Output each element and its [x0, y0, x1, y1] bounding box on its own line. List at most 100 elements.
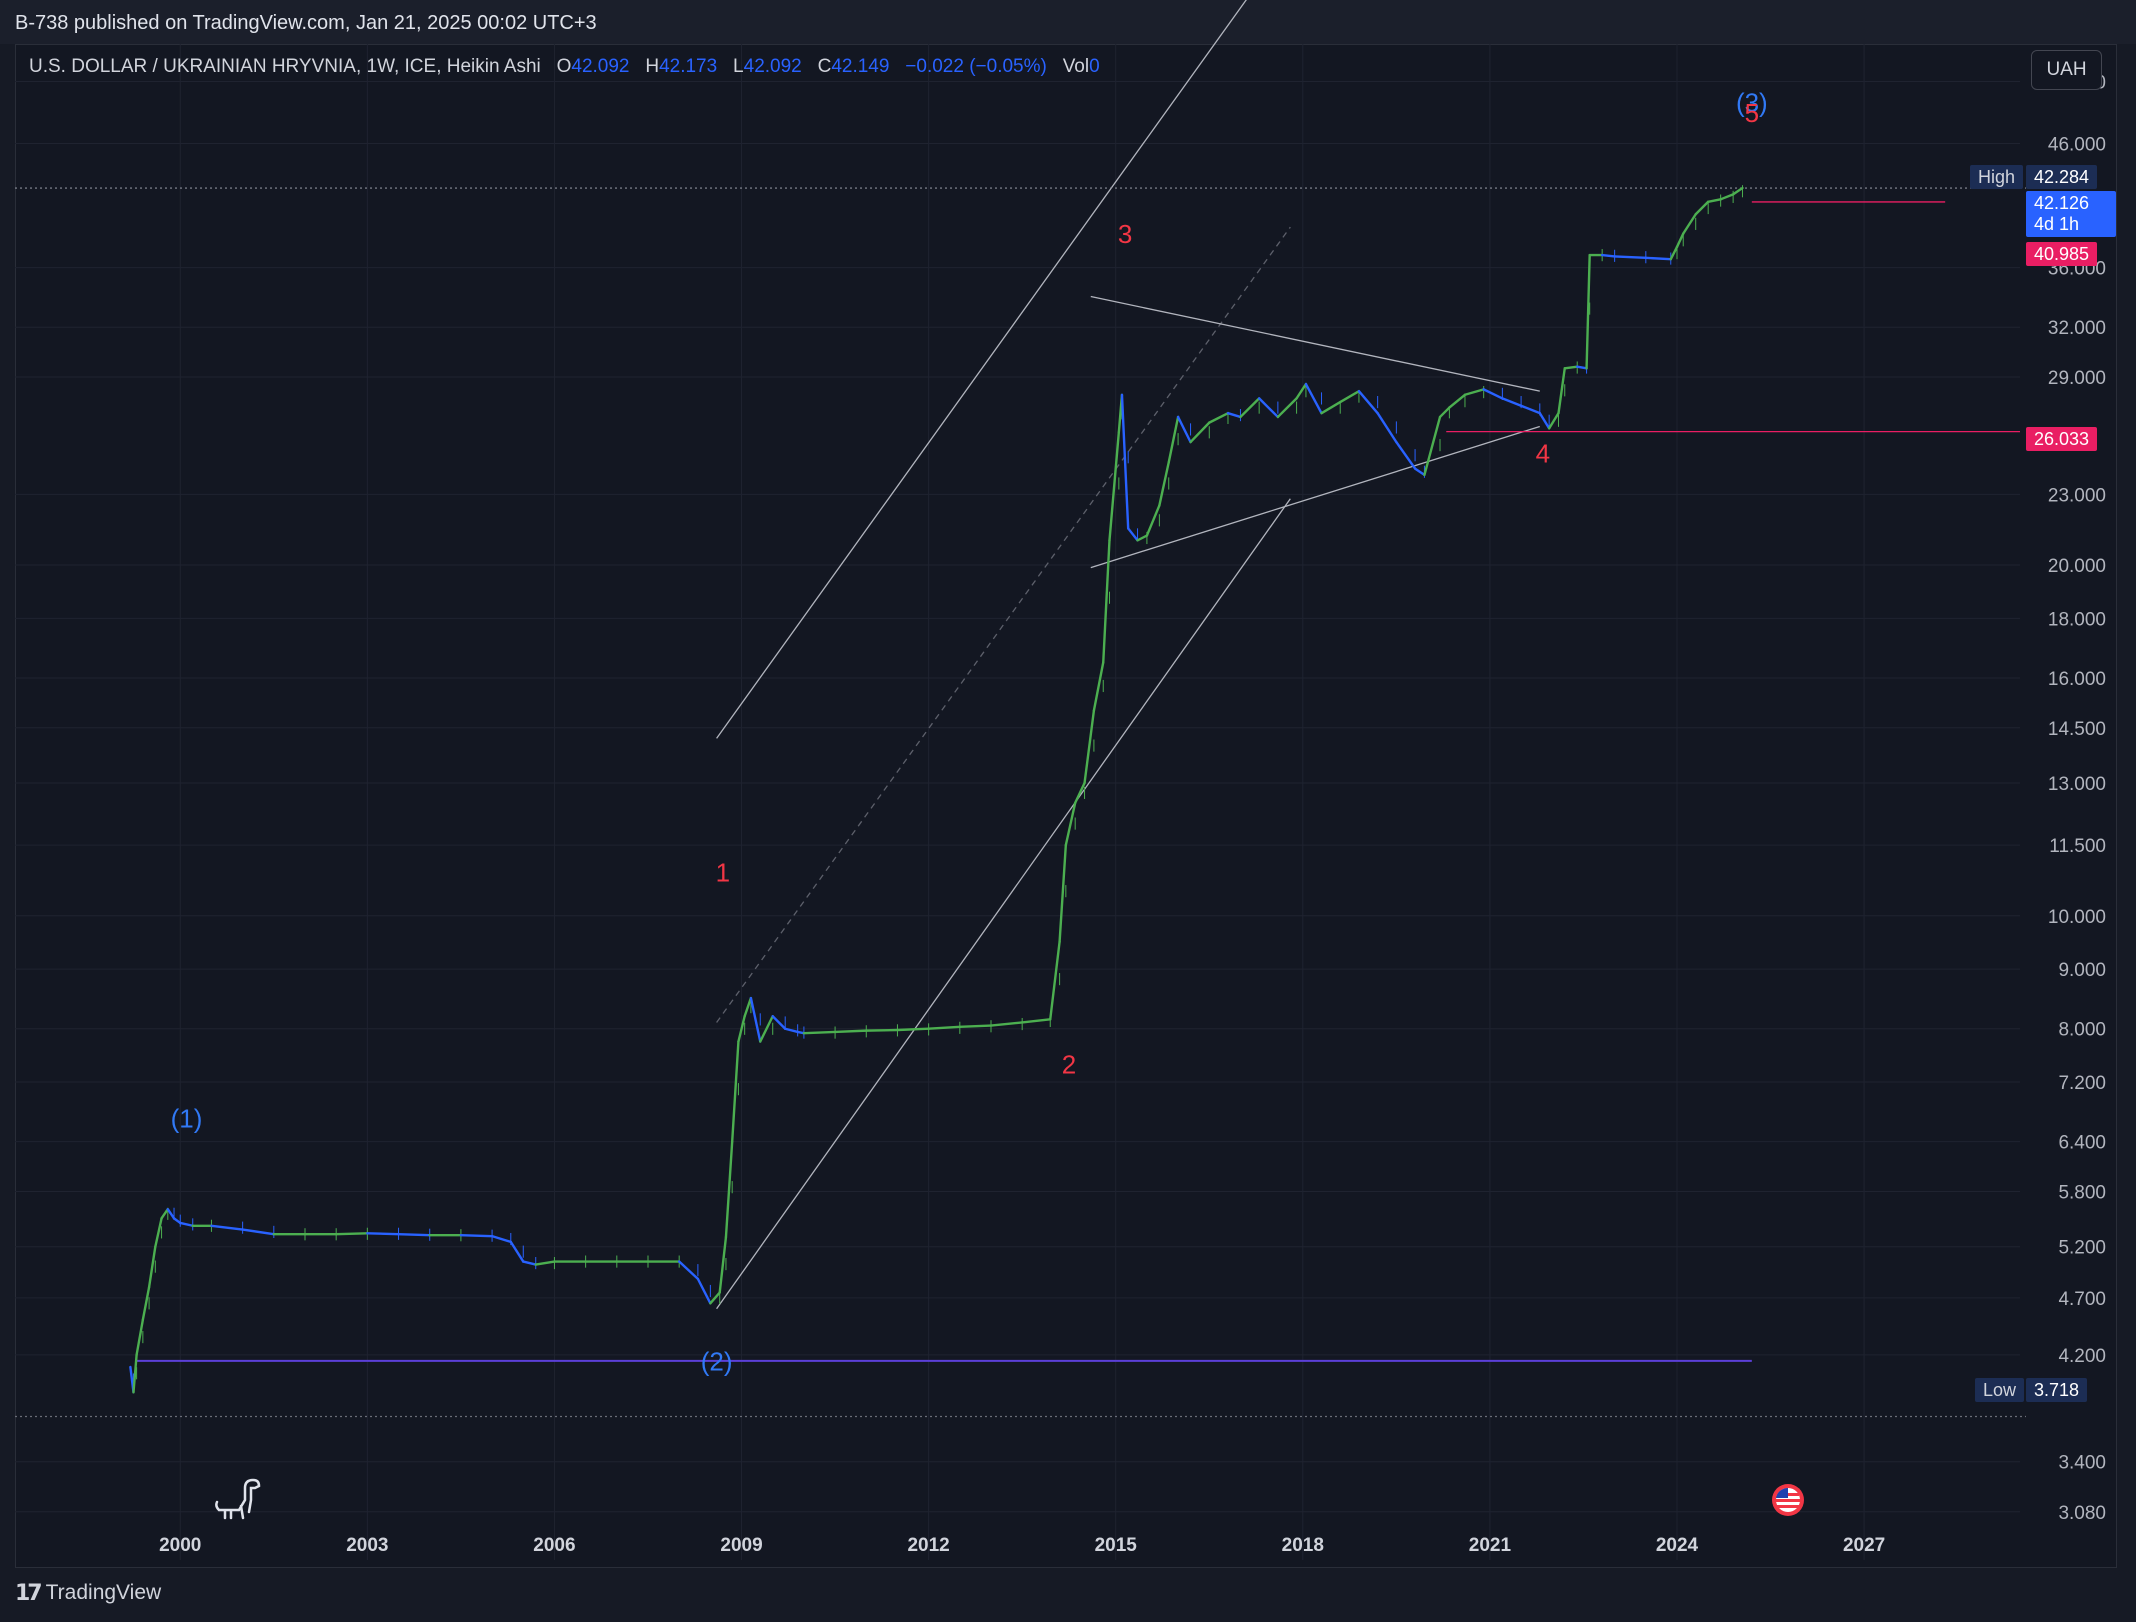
y-tick-label: 32.000 — [2048, 318, 2106, 339]
y-tick-label: 5.800 — [2058, 1182, 2106, 1203]
price-segment — [1644, 256, 1672, 261]
high-label-tag: High — [1970, 165, 2024, 189]
price-segment — [1092, 661, 1105, 712]
price-segment — [724, 1140, 734, 1239]
price-segment — [718, 1235, 728, 1294]
price-segment — [166, 1208, 176, 1220]
wave-label: (2) — [701, 1347, 733, 1377]
x-tick-label: 2018 — [1282, 1535, 1324, 1556]
price-segment — [509, 1240, 525, 1263]
price-segment — [696, 1277, 712, 1305]
high-value-tag: 42.284 — [2026, 165, 2098, 189]
y-tick-label: 5.200 — [2058, 1238, 2106, 1259]
level-tag-upper: 40.985 — [2026, 242, 2098, 266]
price-segment — [490, 1234, 512, 1244]
price-segment — [1226, 411, 1242, 419]
footer-brand: TradingView — [45, 1581, 162, 1604]
tradingview-logo-icon: 𝟭𝟳 — [15, 1580, 43, 1605]
price-segment — [1102, 539, 1111, 664]
price-segment — [1189, 421, 1211, 444]
price-segment — [1208, 411, 1230, 424]
price-segment — [1158, 461, 1170, 507]
y-tick-label: 46.000 — [2048, 135, 2106, 156]
publisher-credit: B-738 published on TradingView.com, Jan … — [15, 12, 597, 34]
price-segment — [1320, 400, 1342, 415]
close-value: 42.149 — [831, 56, 890, 77]
price-segment — [1576, 365, 1588, 370]
x-tick-label: 2012 — [907, 1535, 949, 1556]
price-segment — [522, 1260, 537, 1266]
trendline-triangle-top — [1090, 295, 1540, 392]
publish-bar: B-738 published on TradingView.com, Jan … — [0, 0, 2136, 44]
y-tick-label: 8.000 — [2058, 1020, 2106, 1041]
y-tick-label: 7.200 — [2058, 1073, 2106, 1094]
price-segment — [802, 1030, 837, 1035]
price-segment — [1339, 389, 1361, 404]
wave-label: (1) — [171, 1104, 203, 1134]
price-axis: 52.00046.00036.00032.00029.00023.00020.0… — [2048, 73, 2106, 1524]
y-tick-label: 6.400 — [2058, 1133, 2106, 1154]
price-segment — [1064, 801, 1077, 847]
y-tick-label: 18.000 — [2048, 609, 2106, 630]
y-tick-label: 3.400 — [2058, 1453, 2106, 1474]
open-value: 42.092 — [571, 56, 630, 77]
x-tick-label: 2003 — [346, 1535, 388, 1556]
price-segment — [172, 1217, 182, 1225]
change-value: −0.022 (−0.05%) — [905, 56, 1047, 77]
wave-label: 2 — [1062, 1050, 1076, 1080]
wave-label: 4 — [1536, 438, 1550, 468]
price-segment — [1126, 527, 1139, 542]
currency-button[interactable]: UAH — [2031, 50, 2102, 90]
price-segment — [160, 1208, 169, 1220]
level-tag-lower: 26.033 — [2026, 427, 2098, 451]
price-segment — [1563, 365, 1579, 370]
x-tick-label: 2024 — [1656, 1535, 1699, 1556]
grid — [15, 44, 2020, 1560]
price-segment — [1585, 253, 1591, 370]
y-tick-label: 23.000 — [2048, 485, 2106, 506]
price-segment — [1613, 255, 1648, 260]
price-segment — [989, 1021, 1024, 1027]
low-value-tag: 3.718 — [2026, 1378, 2088, 1402]
last-price-tag: 42.126 4d 1h — [2026, 191, 2116, 237]
y-tick-label: 29.000 — [2048, 368, 2106, 389]
price-segment — [334, 1232, 369, 1236]
price-segment — [1108, 431, 1121, 542]
price-segment — [1706, 198, 1722, 203]
price-segment — [210, 1224, 244, 1231]
price-segment — [241, 1228, 276, 1236]
price-segment — [1463, 388, 1485, 396]
tradingview-footer[interactable]: 𝟭𝟳 TradingView — [15, 1580, 161, 1606]
wave-label: (3) — [1736, 88, 1768, 118]
price-segment — [1257, 397, 1280, 419]
price-segment — [865, 1028, 899, 1032]
low-label-tag: Low — [1975, 1378, 2025, 1402]
time-axis: 2000 2003 2006 2009 2012 2015 2018 2021 2024 2027 — [159, 1535, 1885, 1556]
trendline-channel-lower — [716, 498, 1291, 1310]
price-segment — [132, 1353, 138, 1394]
x-tick-label: 2021 — [1469, 1535, 1512, 1556]
price-segment — [397, 1233, 431, 1237]
price-segment — [1423, 415, 1442, 477]
y-tick-label: 14.500 — [2048, 719, 2106, 740]
trendline-channel-upper — [716, 0, 1247, 739]
price-segment — [1083, 709, 1096, 785]
price-segment — [896, 1027, 930, 1032]
price-segment — [1675, 232, 1685, 249]
price-series — [129, 185, 1744, 1394]
y-tick-label: 10.000 — [2048, 907, 2106, 928]
price-segment — [1357, 389, 1379, 415]
price-segment — [759, 1015, 774, 1043]
x-tick-label: 2000 — [159, 1535, 201, 1556]
price-segment — [1538, 411, 1551, 430]
price-segment — [1694, 200, 1710, 216]
symbol-legend: U.S. DOLLAR / UKRAINIAN HRYVNIA, 1W, ICE… — [29, 56, 1100, 77]
price-segment — [1304, 382, 1323, 415]
low-value: 42.092 — [743, 56, 802, 77]
chart-frame[interactable] — [15, 44, 2117, 1568]
price-segment — [1049, 940, 1061, 1021]
price-segment — [1176, 415, 1192, 444]
price-segment — [1557, 367, 1566, 415]
price-segment — [1448, 393, 1467, 409]
